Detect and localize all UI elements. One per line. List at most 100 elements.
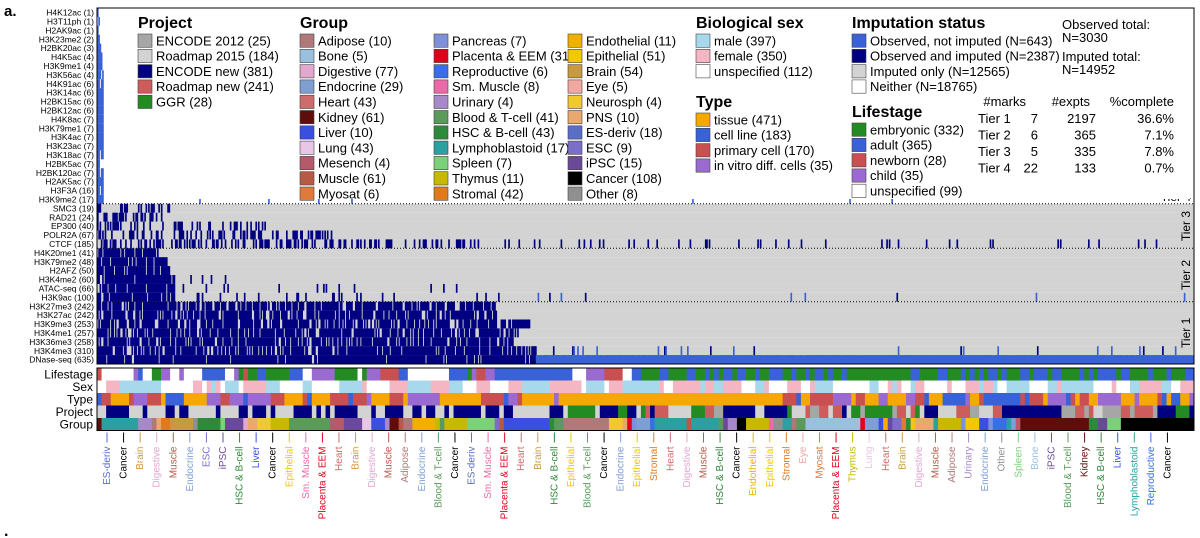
heatmap-cell [102,355,104,364]
track-segment [311,405,317,418]
heatmap-cell [163,355,166,364]
heatmap-cell [286,230,288,240]
heatmap-cell [98,230,100,240]
track-segment [951,418,957,431]
heatmap-cell [320,328,323,338]
track-segment [142,368,148,381]
track-segment [197,418,203,431]
heatmap-cell [404,301,407,311]
track-segment [302,380,308,393]
heatmap-cell [477,346,480,356]
track-segment [759,405,765,418]
heatmap-cell [203,310,205,320]
track-segment [275,418,281,431]
heatmap-cell [399,337,402,347]
heatmap-cell [250,355,252,364]
track-segment [348,418,354,431]
track-segment [983,380,989,393]
track-segment [156,418,162,431]
track-segment [362,418,368,431]
track-segment [700,368,706,381]
heatmap-cell [151,319,154,329]
heatmap-cell [119,337,122,347]
heatmap-cell [181,319,183,329]
heatmap-cell [486,319,489,329]
track-segment [837,405,843,418]
heatmap-cell [248,319,251,329]
heatmap-cell [425,301,427,311]
group-swatch [299,79,315,94]
group-swatch [299,125,315,140]
track-segment [1152,380,1158,393]
track-segment [892,393,898,406]
heatmap-cell [418,355,421,364]
track-segment [476,405,482,418]
heatmap-cell [164,283,167,293]
track-segment [1006,405,1012,418]
heatmap-cell [112,310,114,320]
heatmap-cell [263,301,265,311]
heatmap-cell [307,310,310,320]
heatmap-cell [472,319,475,329]
track-segment [572,418,578,431]
heatmap-cell [384,301,386,311]
track-segment [965,393,971,406]
track-segment [919,393,925,406]
heatmap-cell [471,310,473,320]
heatmap-cell [206,230,209,240]
heatmap-cell [148,355,150,364]
heatmap-cell [429,310,431,320]
track-segment [887,380,893,393]
heatmap-cell [100,355,103,364]
heatmap-cell [185,328,187,338]
heatmap-cell [103,319,106,329]
heatmap-cell [283,337,286,347]
heatmap-cell [111,257,113,267]
heatmap-cell [552,346,555,356]
track-segment [435,405,441,418]
heatmap-cell [145,248,148,258]
heatmap-cell [301,239,303,249]
track-segment [896,393,902,406]
heatmap-cell [356,301,358,311]
heatmap-cell [441,310,444,320]
heatmap-cell [251,355,254,364]
totals-text: N=3030 [1062,30,1108,45]
heatmap-cell [164,328,167,338]
heatmap-cell [118,310,121,320]
heatmap-cell [485,319,487,329]
heatmap-cell [305,337,307,347]
heatmap-cell [231,328,233,338]
track-segment [581,393,587,406]
heatmap-cell [476,292,478,302]
heatmap-cell [233,328,236,338]
track-segment [110,405,116,418]
track-segment [522,380,528,393]
heatmap-cell [1139,346,1141,356]
heatmap-cell [402,319,404,329]
heatmap-cell [234,221,237,231]
heatmap-cell [330,230,333,240]
heatmap-cell [266,239,269,249]
heatmap-cell [247,355,250,364]
heatmap-cell [418,346,421,356]
heatmap-cell [209,230,212,240]
heatmap-cell [177,355,180,364]
project-swatch [137,79,153,94]
track-segment [595,405,601,418]
track-segment [759,418,765,431]
heatmap-cell [775,239,777,249]
track-segment [672,418,678,431]
heatmap-cell [162,283,164,293]
heatmap-cell [125,212,127,222]
heatmap-cell [292,346,295,356]
project-swatch [137,48,153,63]
heatmap-cell [450,355,453,364]
track-segment [910,405,916,418]
track-segment [650,418,656,431]
heatmap-cell [265,337,268,347]
heatmap-cell [250,346,252,356]
heatmap-cell [246,328,249,338]
track-segment [1166,380,1172,393]
heatmap-cell [366,328,369,338]
